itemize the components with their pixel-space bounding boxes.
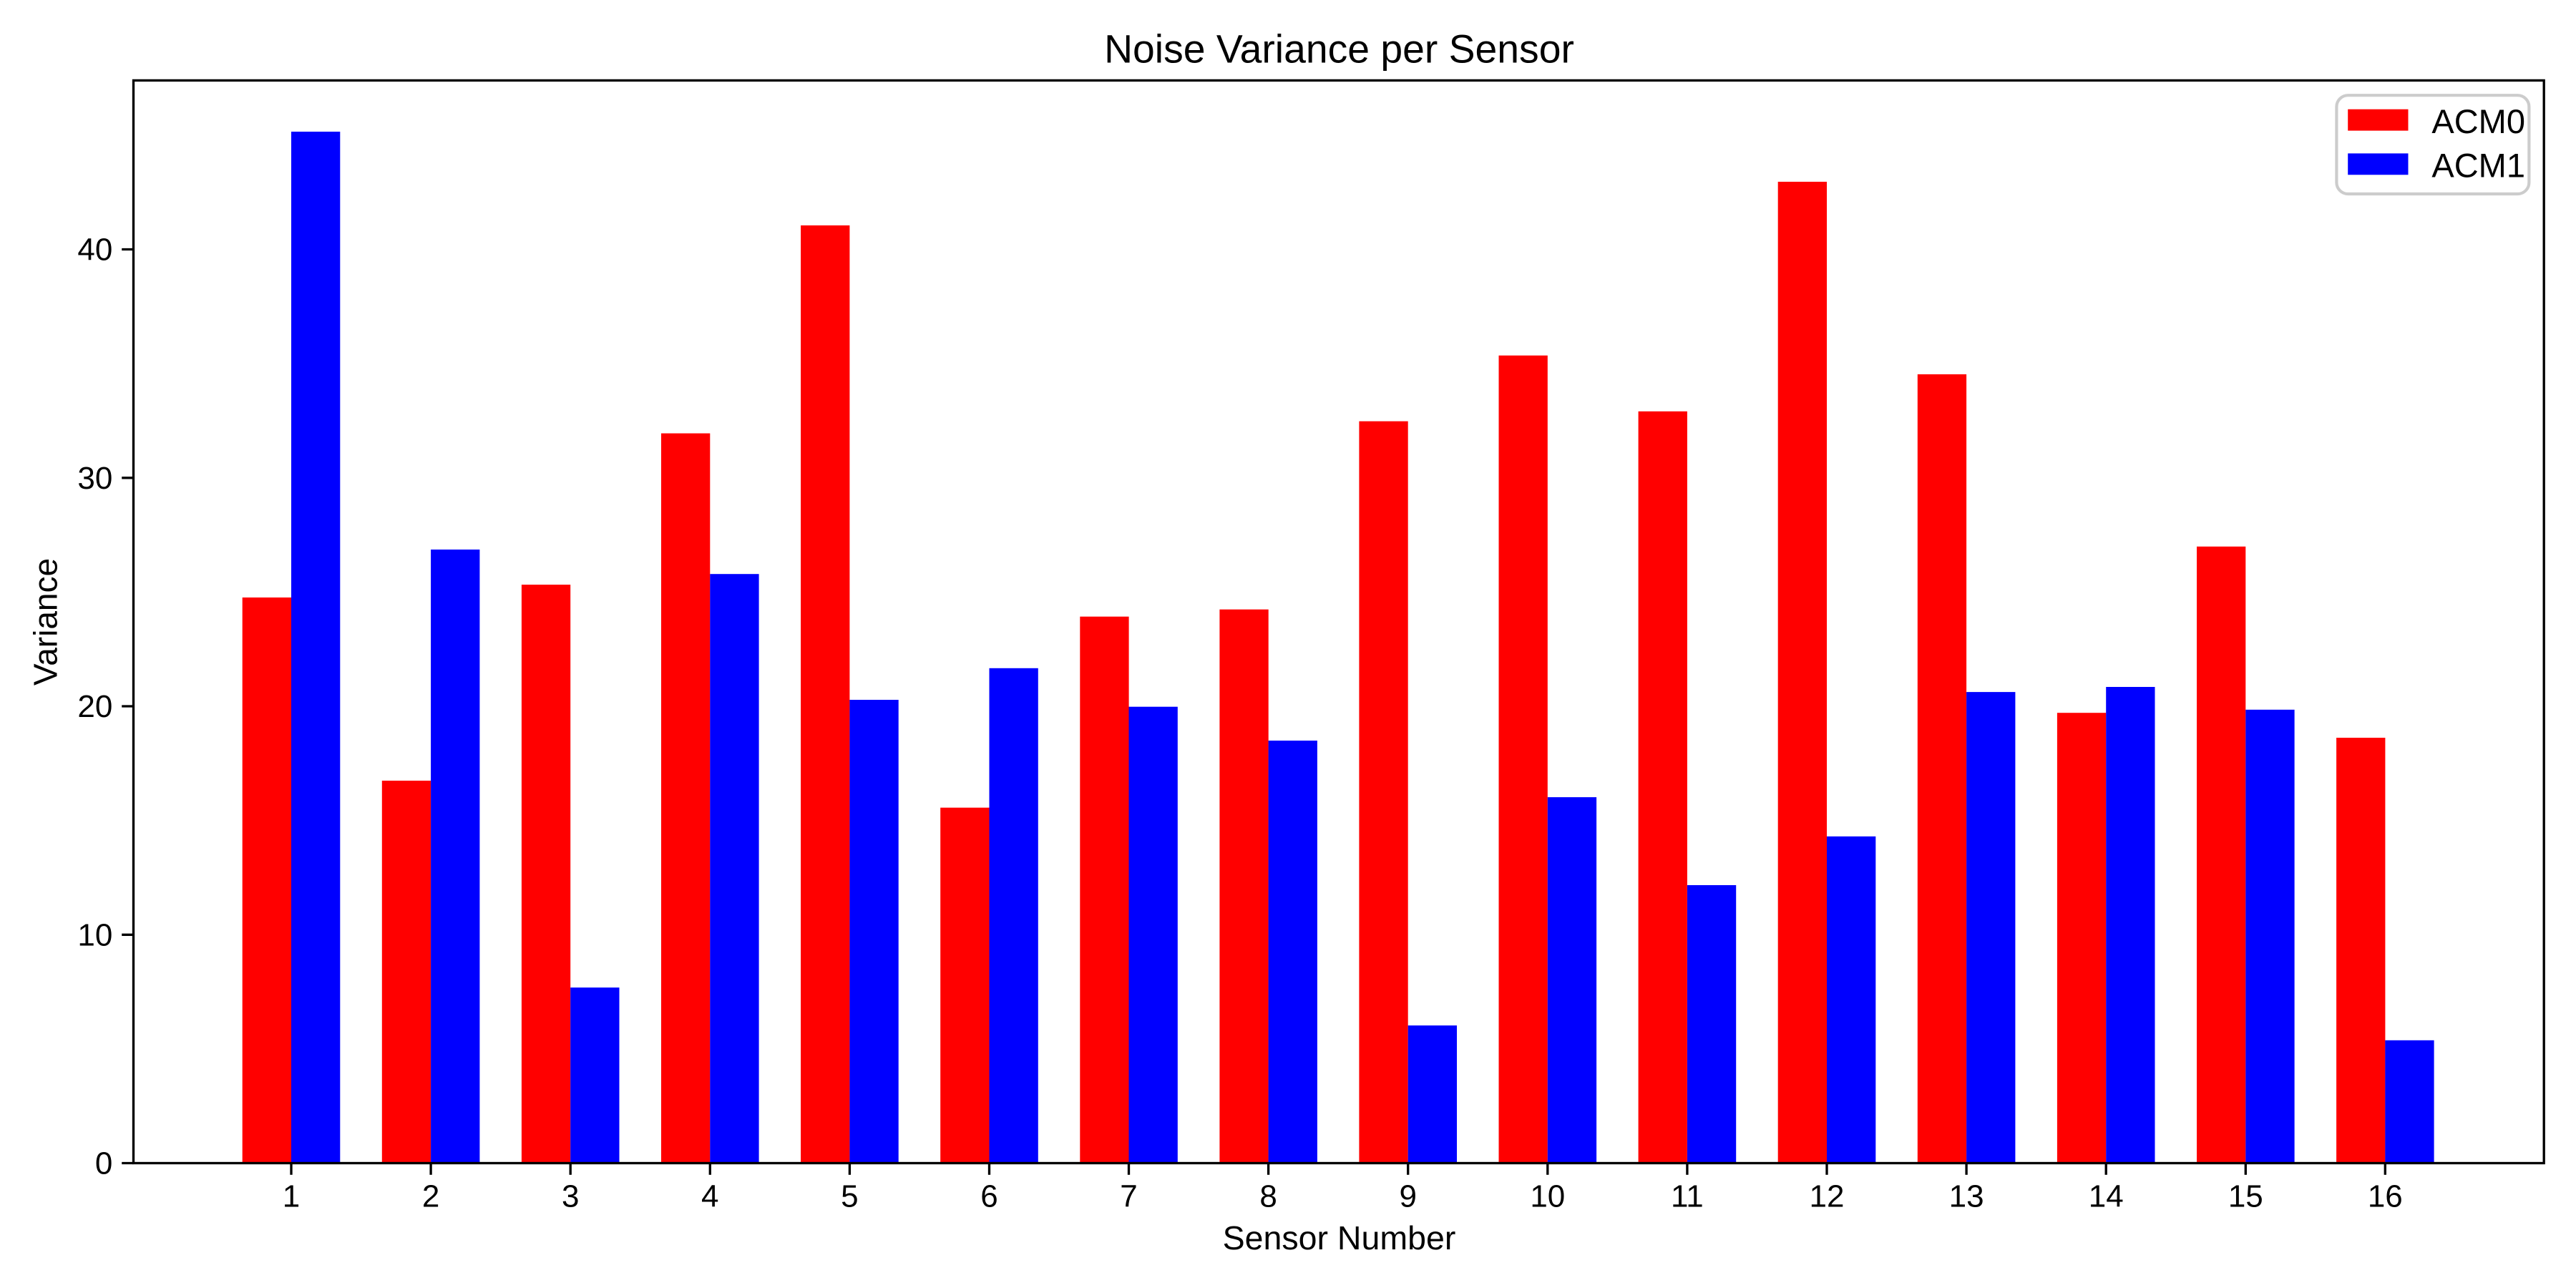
svg-text:16: 16: [2368, 1179, 2403, 1214]
svg-text:11: 11: [1671, 1179, 1704, 1214]
svg-text:Sensor Number: Sensor Number: [1223, 1219, 1456, 1257]
svg-text:10: 10: [1530, 1179, 1565, 1214]
svg-text:13: 13: [1949, 1179, 1984, 1214]
svg-text:ACM1: ACM1: [2431, 147, 2525, 185]
svg-text:20: 20: [77, 689, 112, 724]
svg-text:40: 40: [77, 233, 112, 268]
svg-text:Variance: Variance: [27, 558, 64, 686]
svg-text:1: 1: [283, 1179, 300, 1214]
svg-text:3: 3: [562, 1179, 579, 1214]
svg-text:8: 8: [1259, 1179, 1277, 1214]
svg-text:5: 5: [841, 1179, 858, 1214]
svg-text:2: 2: [422, 1179, 439, 1214]
svg-text:15: 15: [2228, 1179, 2263, 1214]
svg-text:ACM0: ACM0: [2431, 102, 2525, 140]
svg-text:4: 4: [701, 1179, 718, 1214]
svg-text:Noise Variance per Sensor: Noise Variance per Sensor: [1104, 27, 1574, 72]
svg-text:9: 9: [1399, 1179, 1416, 1214]
svg-text:7: 7: [1120, 1179, 1137, 1214]
svg-text:12: 12: [1810, 1179, 1845, 1214]
svg-text:0: 0: [95, 1146, 112, 1181]
svg-text:6: 6: [980, 1179, 997, 1214]
svg-text:14: 14: [2089, 1179, 2124, 1214]
svg-text:10: 10: [77, 918, 112, 953]
svg-text:30: 30: [77, 461, 112, 496]
